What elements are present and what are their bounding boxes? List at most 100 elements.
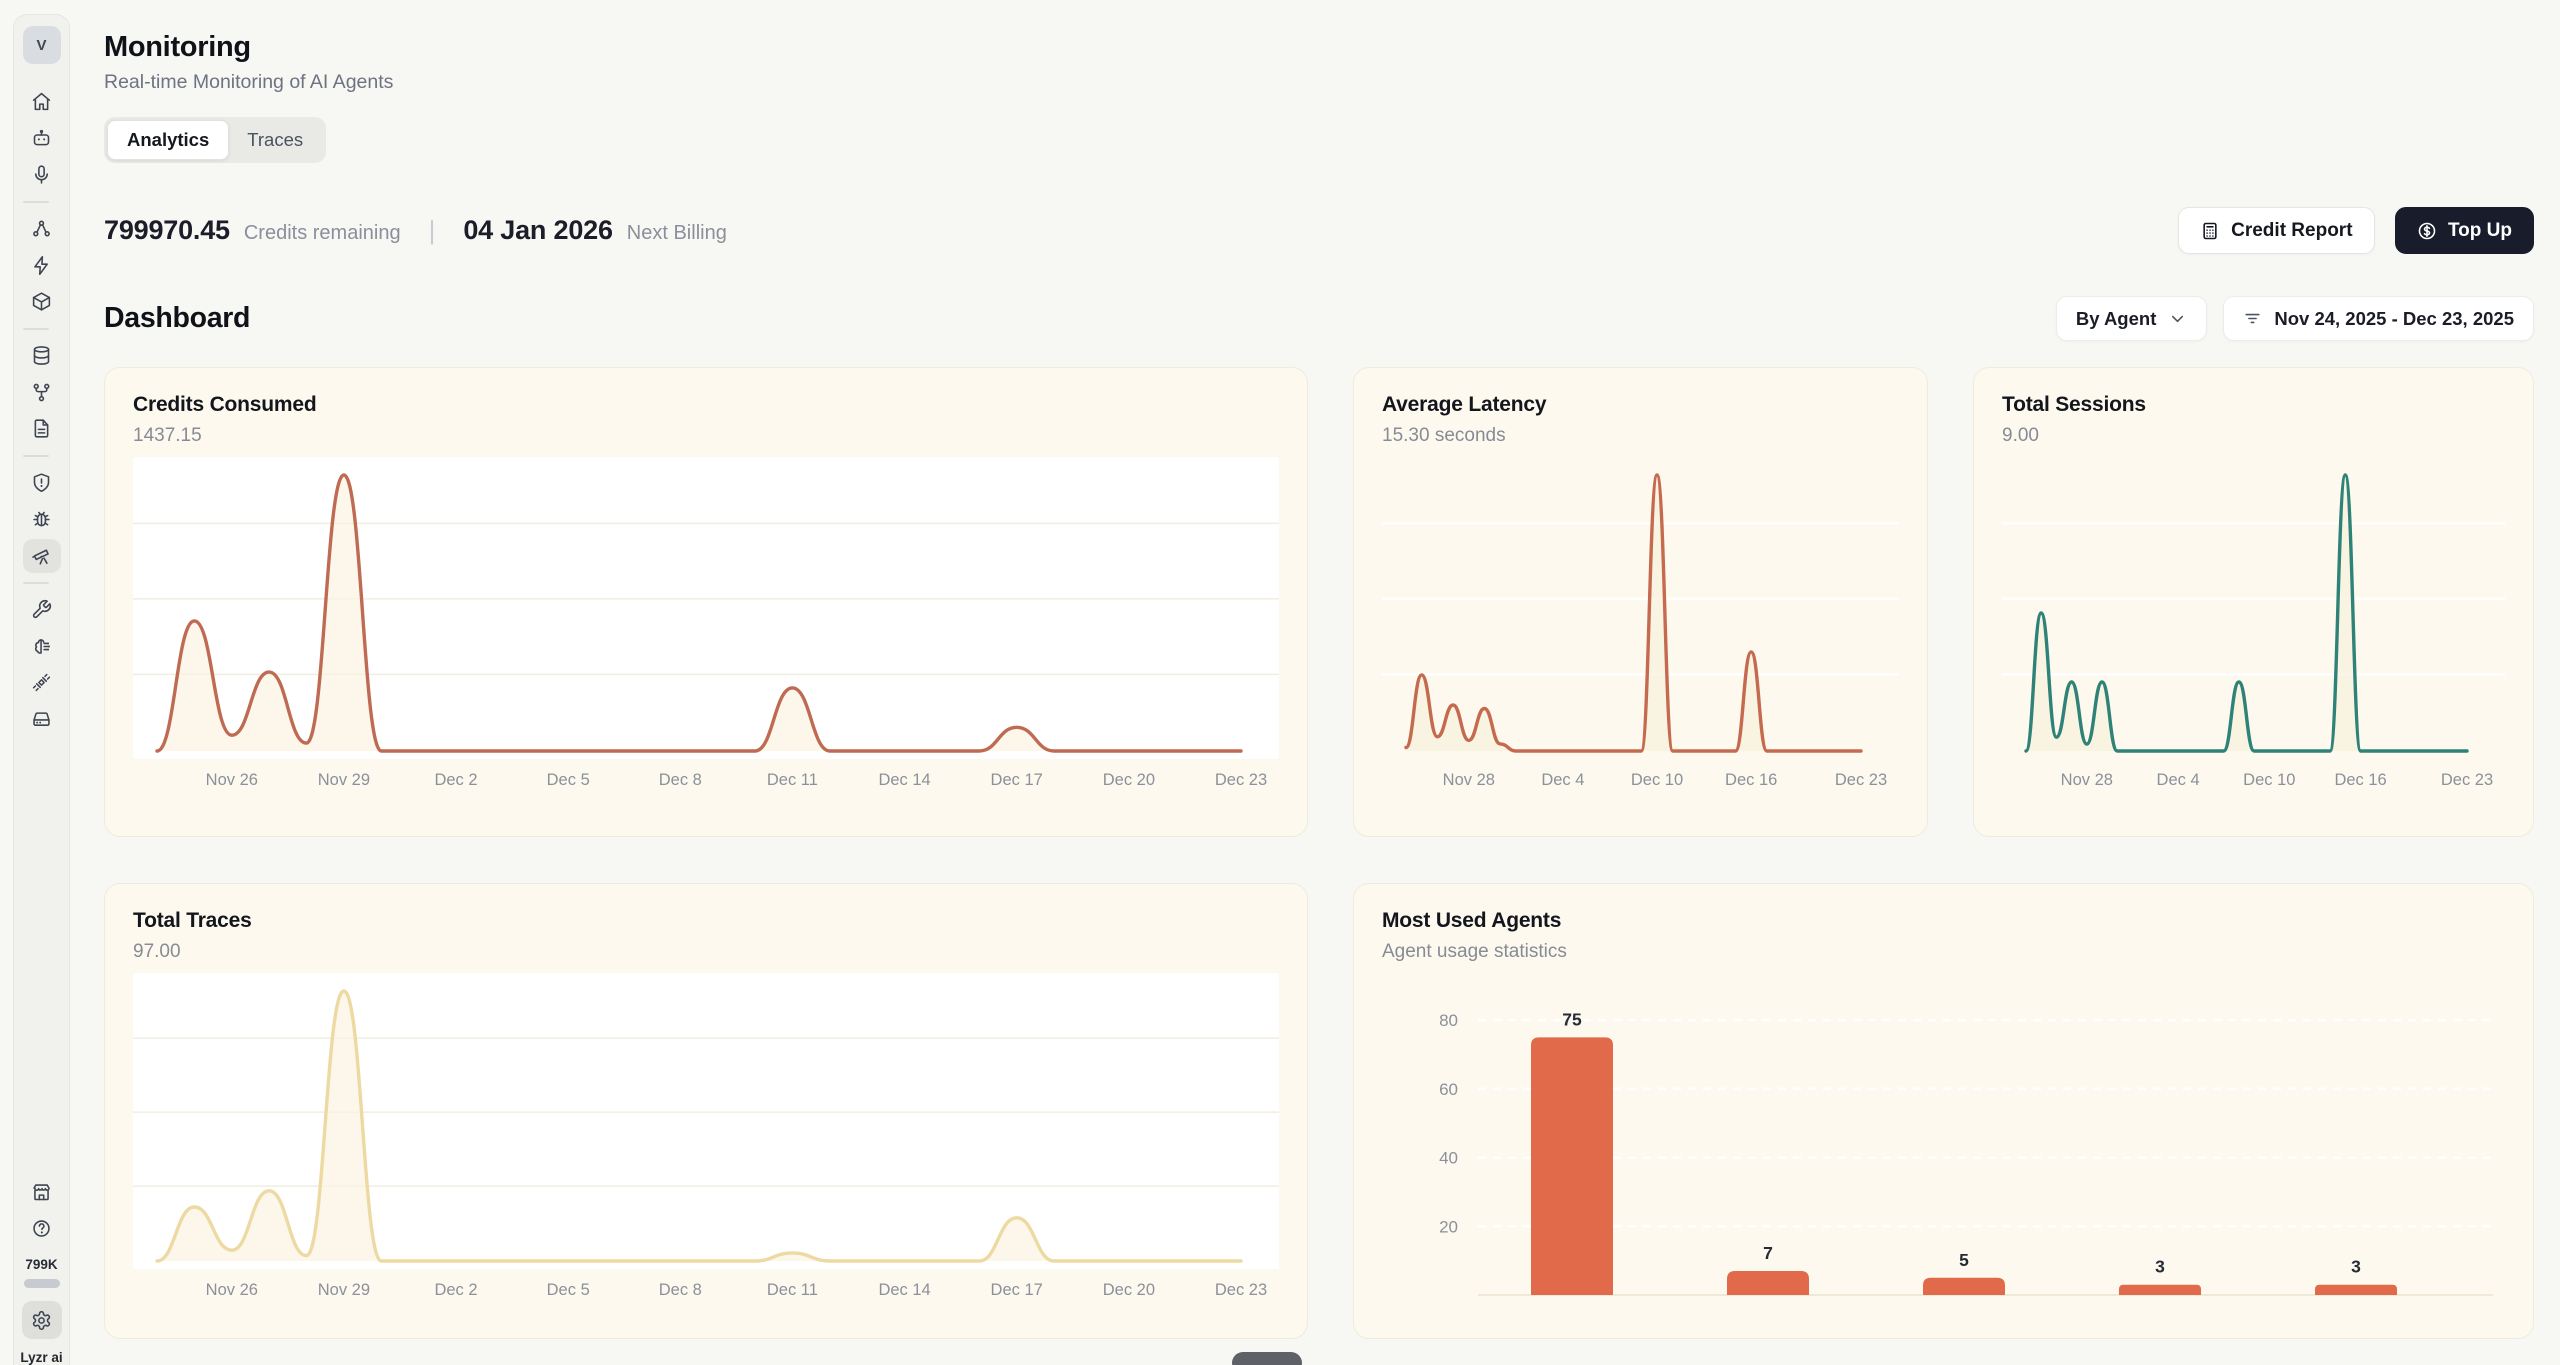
top-up-button[interactable]: Top Up [2394,207,2534,254]
help-circle-icon[interactable] [23,1212,61,1246]
svg-text:Dec 4: Dec 4 [2157,771,2200,789]
svg-text:Dec 10: Dec 10 [1631,771,1683,789]
brain-icon[interactable] [23,629,61,663]
credits-consumed-card: Credits Consumed 1437.15 Nov 26 Nov 29 Dec… [104,367,1308,837]
card-title: Credits Consumed [133,393,317,416]
total-traces-chart[interactable]: Nov 26 Nov 29 Dec 2 Dec 5 Dec 8 Dec 11 Dec 14 D… [133,973,1279,1308]
sidebar-divider [22,327,49,330]
cards-row-1: Credits Consumed 1437.15 Nov 26 Nov 29 Dec… [104,367,2534,837]
total-traces-card: Total Traces 97.00 Nov 26 Nov 29 Dec 2 Dec … [104,883,1308,1339]
svg-text:Dec 23: Dec 23 [2441,771,2493,789]
tab-analytics[interactable]: Analytics [107,120,230,160]
svg-text:Dec 20: Dec 20 [1103,771,1155,789]
date-range-filter[interactable]: Nov 24, 2025 - Dec 23, 2025 [2223,296,2534,341]
card-subtitle: Agent usage statistics [1382,941,1567,962]
most-used-agents-card: Most Used Agents Agent usage statistics … [1353,883,2534,1339]
wrench-icon[interactable] [23,593,61,627]
svg-text:Dec 23: Dec 23 [1215,1281,1267,1299]
next-billing-label: Next Billing [626,222,727,244]
telescope-icon[interactable] [22,538,61,573]
svg-text:Dec 16: Dec 16 [2334,771,2386,789]
svg-text:Dec 10: Dec 10 [2243,771,2295,789]
sidebar-divider [22,581,49,584]
credits-remaining-value: 799970.45 [104,215,230,245]
avatar[interactable]: V [22,26,61,64]
home-icon[interactable] [23,85,61,119]
database-icon[interactable] [23,339,61,373]
sidebar-divider [22,200,49,203]
zap-icon[interactable] [23,248,61,282]
svg-text:Dec 23: Dec 23 [1835,771,1887,789]
total-sessions-chart[interactable]: Nov 28 Dec 4 Dec 10 Dec 16 Dec 23 [2002,457,2505,798]
svg-text:Dec 17: Dec 17 [991,771,1043,789]
card-title: Total Sessions [2002,393,2146,416]
billing-actions: Credit Report Top Up [2178,207,2534,254]
billing-bar: 799970.45 Credits remaining | 04 Jan 202… [104,207,2534,254]
svg-text:Dec 2: Dec 2 [434,1281,477,1299]
svg-text:Dec 4: Dec 4 [1541,771,1584,789]
svg-text:Dec 14: Dec 14 [878,1281,930,1299]
settings-icon[interactable] [21,1301,62,1339]
svg-text:Dec 16: Dec 16 [1725,771,1777,789]
scroll-indicator[interactable] [1232,1352,1302,1365]
svg-text:Nov 26: Nov 26 [206,771,258,789]
cards-row-2: Total Traces 97.00 Nov 26 Nov 29 Dec 2 Dec … [104,883,2534,1339]
dashboard-controls: By Agent Nov 24, 2025 - Dec 23, 2025 [2055,296,2534,341]
svg-text:80: 80 [1439,1011,1458,1030]
svg-text:Dec 8: Dec 8 [659,1281,702,1299]
credits-remaining-label: Credits remaining [243,222,401,244]
brand-logo: Lyzr ai [20,1350,63,1365]
dashboard-header: Dashboard By Agent Nov 24, 2025 - Dec 23… [104,296,2534,341]
store-icon[interactable] [23,1175,61,1209]
file-text-icon[interactable] [23,412,61,446]
svg-text:Dec 5: Dec 5 [547,771,590,789]
sidebar-bottom: 799K Lyzr ai [20,1173,63,1365]
card-value: 1437.15 [133,425,202,446]
svg-text:Dec 11: Dec 11 [767,1281,818,1299]
tab-traces[interactable]: Traces [247,129,304,150]
svg-text:40: 40 [1439,1149,1458,1168]
svg-text:5: 5 [1959,1250,1969,1270]
card-value: 97.00 [133,941,181,962]
card-title: Average Latency [1382,393,1547,416]
microphone-icon[interactable] [23,158,61,192]
card-value: 15.30 seconds [1382,425,1506,446]
svg-text:Dec 5: Dec 5 [547,1281,590,1299]
sidebar-divider [22,454,49,457]
svg-text:Dec 17: Dec 17 [991,1281,1043,1299]
svg-text:Dec 8: Dec 8 [659,771,702,789]
analytics-traces-tabs: Analytics Traces [104,117,327,163]
bot-icon[interactable] [23,121,61,155]
card-value: 9.00 [2002,425,2039,446]
svg-text:Dec 14: Dec 14 [878,771,930,789]
plug-icon[interactable] [23,666,61,700]
svg-text:Dec 11: Dec 11 [767,771,818,789]
most-used-agents-chart[interactable]: 20 40 60 80 75 7 5 3 3 [1382,973,2505,1318]
svg-text:Dec 20: Dec 20 [1103,1281,1155,1299]
package-icon[interactable] [23,285,61,319]
usage-label: 799K [25,1257,58,1272]
total-sessions-card: Total Sessions 9.00 Nov 28 Dec 4 Dec 10 Dec… [1973,367,2534,837]
dashboard-title: Dashboard [104,302,251,334]
workflow-icon[interactable] [23,212,61,246]
divider: | [428,215,436,245]
svg-text:3: 3 [2155,1257,2165,1277]
hard-drive-icon[interactable] [23,702,61,736]
svg-text:Dec 23: Dec 23 [1215,771,1267,789]
average-latency-chart[interactable]: Nov 28 Dec 4 Dec 10 Dec 16 Dec 23 [1382,457,1899,798]
next-billing-date: 04 Jan 2026 [463,215,613,245]
svg-text:60: 60 [1439,1080,1458,1099]
svg-text:3: 3 [2351,1257,2361,1277]
svg-text:Dec 2: Dec 2 [434,771,477,789]
svg-text:Nov 29: Nov 29 [318,1281,370,1299]
page-subtitle: Real-time Monitoring of AI Agents [104,71,394,93]
credit-report-button[interactable]: Credit Report [2178,207,2375,254]
git-fork-icon[interactable] [23,375,61,409]
main-content: Monitoring Real-time Monitoring of AI Ag… [104,0,2534,1339]
shield-alert-icon[interactable] [23,466,61,500]
bug-icon[interactable] [23,502,61,536]
credits-consumed-chart[interactable]: Nov 26 Nov 29 Dec 2 Dec 5 Dec 8 Dec 11 Dec 14 D… [133,457,1279,798]
group-by-dropdown[interactable]: By Agent [2055,296,2208,341]
calculator-icon [2203,222,2217,239]
